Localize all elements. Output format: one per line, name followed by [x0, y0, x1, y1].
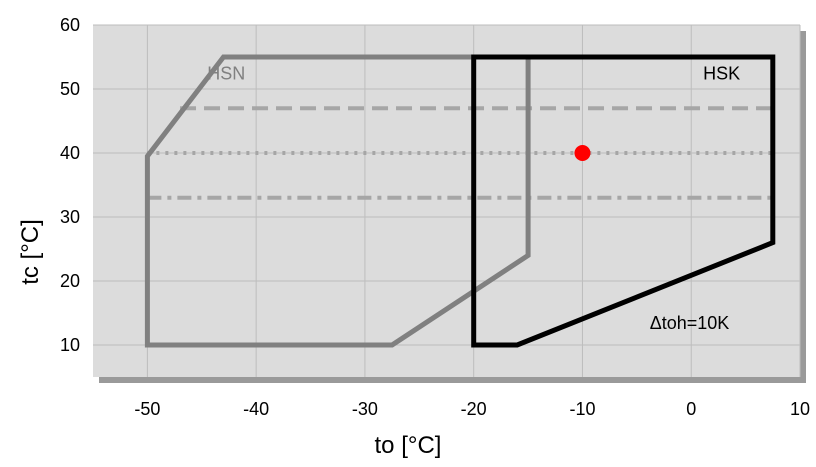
- x-tick-label-6: 10: [790, 399, 810, 419]
- x-tick-label-3: -20: [461, 399, 487, 419]
- x-tick-label-1: -40: [243, 399, 269, 419]
- series-label-hsn: HSN: [207, 63, 245, 83]
- y-tick-label-3: 40: [60, 143, 80, 163]
- x-tick-label-4: -10: [569, 399, 595, 419]
- y-tick-label-2: 30: [60, 207, 80, 227]
- series-labels: HSN HSK: [207, 63, 740, 83]
- reference-lines: [147, 106, 773, 200]
- x-tick-label-5: 0: [686, 399, 696, 419]
- series-label-hsk: HSK: [703, 63, 740, 83]
- x-tick-labels: -50 -40 -30 -20 -10 0 10: [134, 399, 810, 419]
- x-axis-title: to [°C]: [375, 432, 442, 459]
- y-tick-label-0: 10: [60, 335, 80, 355]
- plot-area: [93, 25, 800, 377]
- point-markers: [574, 145, 591, 161]
- y-tick-label-1: 20: [60, 271, 80, 291]
- x-tick-label-2: -30: [352, 399, 378, 419]
- series-hsk-outline: [471, 54, 776, 348]
- y-tick-label-4: 50: [60, 79, 80, 99]
- x-tick-label-0: -50: [134, 399, 160, 419]
- operating-point-0: [574, 145, 591, 161]
- y-axis-title: tc [°C]: [17, 219, 44, 285]
- y-tick-label-5: 60: [60, 15, 80, 35]
- annotation-label: Δtoh=10K: [650, 313, 730, 333]
- series-group: [144, 54, 776, 348]
- y-tick-labels: 10 20 30 40 50 60: [60, 15, 80, 355]
